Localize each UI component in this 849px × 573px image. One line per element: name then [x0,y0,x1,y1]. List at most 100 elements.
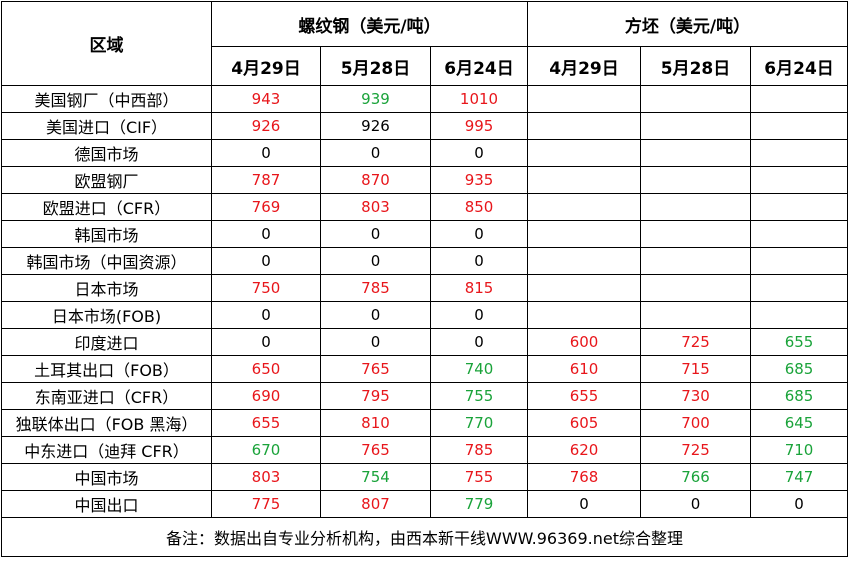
value-cell: 655 [750,328,849,356]
empty-cell [527,274,642,302]
value-cell: 939 [320,85,431,113]
price-table: 区域 螺纹钢（美元/吨） 方坯（美元/吨） 4月29日 5月28日 6月24日 4月29日 5… [0,1,849,557]
region-cell: 独联体出口（FOB 黑海） [1,409,212,437]
empty-cell [640,247,752,275]
date-header: 4月29日 [527,46,642,86]
date-header: 5月28日 [320,46,431,86]
value-cell: 725 [640,436,752,464]
value-cell: 850 [429,193,529,221]
empty-cell [640,274,752,302]
empty-cell [750,166,849,194]
value-cell: 0 [211,301,321,329]
empty-cell [527,247,642,275]
empty-cell [527,220,642,248]
empty-cell [750,193,849,221]
data-row: 中国市场 803 754 755 768 766 747 [1,463,849,491]
value-cell: 655 [527,382,642,410]
value-cell: 926 [320,112,431,140]
empty-cell [750,85,849,113]
value-cell: 0 [211,328,321,356]
empty-cell [527,112,642,140]
data-row: 美国进口（CIF） 926 926 995 [1,112,849,140]
empty-cell [640,85,752,113]
date-header: 6月24日 [750,46,849,86]
value-cell: 765 [320,355,431,383]
empty-cell [640,220,752,248]
empty-cell [640,112,752,140]
group-header: 螺纹钢（美元/吨） [210,1,529,47]
region-cell: 中国市场 [1,463,212,491]
value-cell: 0 [320,301,431,329]
value-cell: 768 [527,463,642,491]
region-cell: 欧盟进口（CFR） [1,193,212,221]
region-cell: 土耳其出口（FOB） [1,355,212,383]
value-cell: 755 [429,463,529,491]
region-cell: 韩国市场（中国资源） [1,247,212,275]
value-cell: 0 [429,139,529,167]
value-cell: 754 [320,463,431,491]
region-cell: 日本市场(FOB) [1,301,212,329]
value-cell: 0 [640,490,752,518]
value-cell: 685 [750,382,849,410]
empty-cell [750,139,849,167]
value-cell: 779 [429,490,529,518]
value-cell: 0 [750,490,849,518]
empty-cell [750,112,849,140]
data-row: 日本市场(FOB) 0 0 0 [1,301,849,329]
empty-cell [527,301,642,329]
value-cell: 770 [429,409,529,437]
empty-cell [527,139,642,167]
empty-cell [527,85,642,113]
empty-cell [640,139,752,167]
value-cell: 710 [750,436,849,464]
empty-cell [640,166,752,194]
empty-cell [527,166,642,194]
region-header: 区域 [1,1,212,86]
data-row: 韩国市场 0 0 0 [1,220,849,248]
value-cell: 775 [211,490,321,518]
region-cell: 德国市场 [1,139,212,167]
region-cell: 日本市场 [1,274,212,302]
value-cell: 1010 [429,85,529,113]
value-cell: 715 [640,355,752,383]
value-cell: 810 [320,409,431,437]
region-cell: 韩国市场 [1,220,212,248]
empty-cell [750,220,849,248]
data-row: 韩国市场（中国资源） 0 0 0 [1,247,849,275]
data-row: 中东进口（迪拜 CFR） 670 765 785 620 725 710 [1,436,849,464]
data-row: 欧盟钢厂 787 870 935 [1,166,849,194]
data-row: 独联体出口（FOB 黑海） 655 810 770 605 700 645 [1,409,849,437]
value-cell: 610 [527,355,642,383]
empty-cell [640,193,752,221]
value-cell: 620 [527,436,642,464]
value-cell: 870 [320,166,431,194]
region-cell: 东南亚进口（CFR） [1,382,212,410]
data-row: 德国市场 0 0 0 [1,139,849,167]
group-header: 方坯（美元/吨） [527,1,849,47]
value-cell: 0 [211,220,321,248]
region-cell: 美国进口（CIF） [1,112,212,140]
value-cell: 690 [211,382,321,410]
value-cell: 995 [429,112,529,140]
value-cell: 795 [320,382,431,410]
value-cell: 747 [750,463,849,491]
empty-cell [750,301,849,329]
data-row: 东南亚进口（CFR） 690 795 755 655 730 685 [1,382,849,410]
data-row: 土耳其出口（FOB） 650 765 740 610 715 685 [1,355,849,383]
date-header: 5月28日 [640,46,752,86]
region-cell: 印度进口 [1,328,212,356]
value-cell: 0 [429,247,529,275]
value-cell: 650 [211,355,321,383]
value-cell: 787 [211,166,321,194]
value-cell: 0 [429,301,529,329]
date-header: 6月24日 [429,46,529,86]
value-cell: 0 [320,139,431,167]
value-cell: 600 [527,328,642,356]
date-header: 4月29日 [211,46,321,86]
header-row: 4月29日 5月28日 6月24日 4月29日 5月28日 6月24日 [2,46,849,86]
value-cell: 935 [429,166,529,194]
value-cell: 926 [211,112,321,140]
value-cell: 645 [750,409,849,437]
value-cell: 0 [320,247,431,275]
value-cell: 0 [211,139,321,167]
